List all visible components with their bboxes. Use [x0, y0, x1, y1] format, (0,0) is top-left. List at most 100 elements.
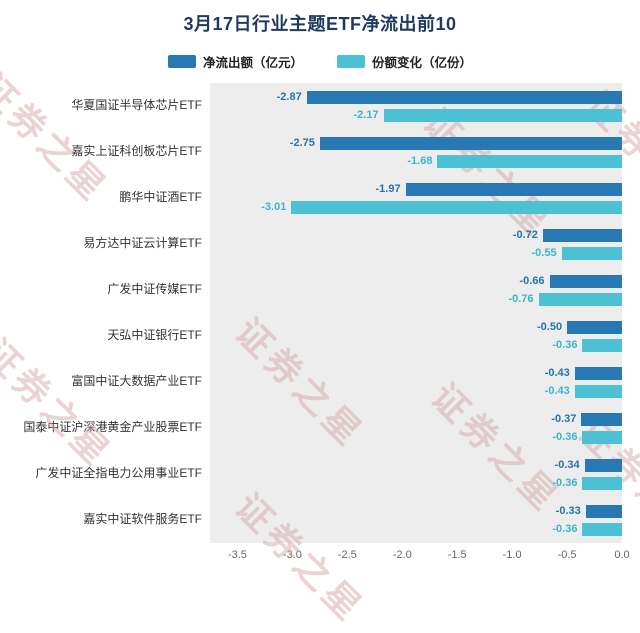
legend-item-share-change[interactable]: 份额变化（亿份） [337, 52, 472, 71]
bar-value-label: -0.76 [508, 293, 534, 305]
bar-line: -0.55 [210, 246, 622, 260]
category-label: 天弘中证银行ETF [107, 328, 202, 343]
bar-line: -3.01 [210, 200, 622, 214]
bar-value-label: -0.36 [552, 523, 578, 535]
bar-value-label: -0.50 [537, 321, 563, 333]
x-axis-tick: -0.5 [557, 549, 577, 561]
category-label: 鹏华中证酒ETF [119, 190, 202, 205]
legend-label: 净流出额（亿元） [202, 56, 303, 70]
x-axis: -3.5 -3.0 -2.5 -2.0 -1.5 -1.0 -0.5 0.0 [0, 549, 640, 564]
netflow-bar [405, 182, 622, 196]
chart-row: -0.43 -0.43 [210, 359, 622, 405]
bar-line: -0.33 [210, 504, 622, 518]
bar-value-label: -0.37 [551, 413, 577, 425]
x-axis-spacer [0, 549, 210, 564]
bar-value-label: -3.01 [261, 201, 287, 213]
bar-value-label: -0.34 [554, 459, 580, 471]
bar-line: -0.36 [210, 338, 622, 352]
x-axis-tick: -1.5 [447, 549, 467, 561]
x-axis-tick: -2.5 [337, 549, 357, 561]
category-label: 广发中证传媒ETF [107, 282, 202, 297]
bar-line: -0.66 [210, 274, 622, 288]
chart-row: -0.72 -0.55 [210, 221, 622, 267]
chart-row: -2.87 -2.17 [210, 83, 622, 129]
netflow-legend-swatch [167, 55, 196, 68]
category-label: 富国中证大数据产业ETF [71, 374, 202, 389]
bar-line: -0.36 [210, 476, 622, 490]
netflow-bar [585, 504, 622, 518]
bar-line: -0.36 [210, 430, 622, 444]
category-label: 广发中证全指电力公用事业ETF [35, 466, 202, 481]
netflow-bar [306, 90, 622, 104]
bar-line: -2.75 [210, 136, 622, 150]
category-axis: 华夏国证半导体芯片ETF 嘉实上证科创板芯片ETF 鹏华中证酒ETF 易方达中证云计算… [0, 83, 210, 543]
bar-line: -0.43 [210, 366, 622, 380]
category-label: 国泰中证沪深港黄金产业股票ETF [23, 420, 202, 435]
share-change-bar [582, 522, 622, 536]
netflow-bar [542, 228, 622, 242]
share-change-bar [582, 476, 622, 490]
bar-line: -1.68 [210, 154, 622, 168]
legend-item-netflow[interactable]: 净流出额（亿元） [167, 52, 303, 71]
chart-row: -0.50 -0.36 [210, 313, 622, 359]
chart-row: -0.37 -0.36 [210, 405, 622, 451]
bar-line: -2.17 [210, 108, 622, 122]
x-axis-tick: -3.0 [282, 549, 302, 561]
bar-chart: 华夏国证半导体芯片ETF 嘉实上证科创板芯片ETF 鹏华中证酒ETF 易方达中证云计算… [0, 83, 640, 543]
netflow-bar [567, 320, 622, 334]
x-axis-tick: -3.5 [227, 549, 247, 561]
bar-value-label: -2.75 [289, 137, 315, 149]
bar-line: -2.87 [210, 90, 622, 104]
bar-line: -0.72 [210, 228, 622, 242]
bar-value-label: -2.17 [353, 109, 379, 121]
netflow-bar [574, 366, 622, 380]
bar-line: -0.36 [210, 522, 622, 536]
share-change-legend-swatch [337, 55, 365, 68]
bar-line: -1.97 [210, 182, 622, 196]
bar-line: -0.76 [210, 292, 622, 306]
netflow-bar [581, 412, 622, 426]
bar-value-label: -2.87 [276, 91, 302, 103]
share-change-bar [538, 292, 622, 306]
x-axis-tick: 0.0 [614, 549, 630, 561]
category-label: 易方达中证云计算ETF [83, 236, 202, 251]
netflow-bar [549, 274, 622, 288]
chart-row: -1.97 -3.01 [210, 175, 622, 221]
plot-area: -2.87 -2.17 -2.75 -1.68 -1.97 -3.01 -0.72 -0.55… [210, 83, 622, 543]
bar-value-label: -0.72 [512, 229, 538, 241]
bar-value-label: -0.36 [552, 339, 578, 351]
share-change-bar [574, 384, 622, 398]
bar-value-label: -0.43 [544, 385, 570, 397]
bar-value-label: -0.33 [555, 505, 581, 517]
bar-line: -0.43 [210, 384, 622, 398]
chart-row: -0.33 -0.36 [210, 497, 622, 543]
legend-label: 份额变化（亿份） [372, 56, 473, 70]
netflow-bar [584, 458, 622, 472]
bar-line: -0.50 [210, 320, 622, 334]
chart-row: -0.66 -0.76 [210, 267, 622, 313]
category-label: 华夏国证半导体芯片ETF [71, 98, 202, 113]
chart-legend: 净流出额（亿元） 份额变化（亿份） [0, 52, 640, 71]
bar-value-label: -1.97 [375, 183, 401, 195]
bar-line: -0.34 [210, 458, 622, 472]
share-change-bar [582, 338, 622, 352]
share-change-bar [291, 200, 622, 214]
bar-line: -0.37 [210, 412, 622, 426]
netflow-bar [319, 136, 622, 150]
bar-value-label: -1.68 [407, 155, 433, 167]
bar-value-label: -0.55 [531, 247, 557, 259]
bar-value-label: -0.66 [519, 275, 545, 287]
bar-value-label: -0.36 [552, 477, 578, 489]
x-axis-tick: -2.0 [392, 549, 412, 561]
bar-value-label: -0.36 [552, 431, 578, 443]
chart-row: -0.34 -0.36 [210, 451, 622, 497]
etf-netflow-chart-page: { "title": "3月17日行业主题ETF净流出前10", "waterm… [0, 10, 640, 631]
share-change-bar [437, 154, 622, 168]
category-label: 嘉实上证科创板芯片ETF [71, 144, 202, 159]
chart-row: -2.75 -1.68 [210, 129, 622, 175]
share-change-bar [561, 246, 622, 260]
page-title: 3月17日行业主题ETF净流出前10 [183, 14, 457, 34]
category-label: 嘉实中证软件服务ETF [83, 512, 202, 527]
share-change-bar [383, 108, 622, 122]
x-axis-tick-labels: -3.5 -3.0 -2.5 -2.0 -1.5 -1.0 -0.5 0.0 [210, 549, 630, 564]
